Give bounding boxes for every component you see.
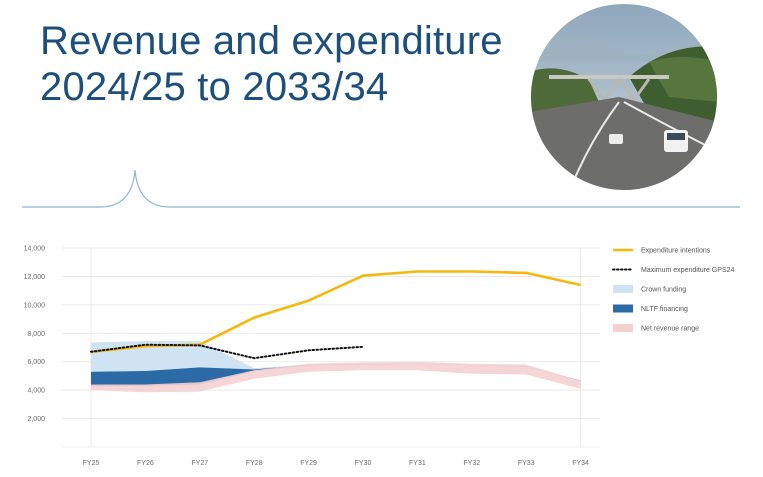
x-tick-label: FY32 bbox=[463, 460, 480, 467]
x-tick-label: FY27 bbox=[191, 460, 208, 467]
y-tick-label: 6,000 bbox=[27, 359, 45, 366]
band-crown-funding bbox=[91, 341, 581, 381]
x-tick-label: FY34 bbox=[572, 460, 589, 467]
x-tick-label: FY25 bbox=[83, 460, 100, 467]
legend-label: Crown funding bbox=[641, 287, 686, 294]
y-tick-label: 2,000 bbox=[27, 416, 45, 423]
area-bands bbox=[91, 341, 581, 393]
line-maximum-expenditure-gps24 bbox=[90, 343, 364, 360]
x-axis-ticks: FY25 FY26 FY27 FY28 FY29 FY30 FY31 FY32 FY33 FY34 bbox=[83, 460, 589, 467]
legend-label: Net revenue range bbox=[641, 326, 699, 333]
y-tick-label: 14,000 bbox=[24, 246, 46, 253]
x-tick-label: FY29 bbox=[300, 460, 317, 467]
band-net-revenue-range bbox=[91, 361, 581, 393]
legend-swatch bbox=[613, 285, 633, 293]
y-tick-label: 4,000 bbox=[27, 388, 45, 395]
page-title: Revenue and expenditure 2024/25 to 2033/… bbox=[40, 18, 503, 110]
revenue-expenditure-chart: 2,000 4,000 6,000 8,000 10,000 12,000 14,000 F… bbox=[24, 246, 735, 468]
legend-label: Maximum expenditure GPS24 bbox=[641, 267, 734, 274]
legend-swatch bbox=[613, 304, 633, 313]
y-tick-label: 10,000 bbox=[24, 302, 46, 309]
line-expenditure-intentions bbox=[90, 270, 581, 354]
x-tick-label: FY28 bbox=[246, 460, 263, 467]
divider-line bbox=[22, 169, 740, 208]
series-lines bbox=[90, 270, 581, 360]
legend-label: NLTF financing bbox=[641, 306, 688, 313]
x-tick-label: FY31 bbox=[409, 460, 426, 467]
legend: Expenditure intentions Maximum expenditur… bbox=[612, 248, 734, 333]
y-tick-label: 8,000 bbox=[27, 331, 45, 338]
title-line-2: 2024/25 to 2033/34 bbox=[40, 65, 389, 109]
x-tick-label: FY33 bbox=[518, 460, 535, 467]
motorway-photo bbox=[531, 4, 717, 190]
title-line-1: Revenue and expenditure bbox=[40, 19, 503, 63]
y-axis-ticks: 2,000 4,000 6,000 8,000 10,000 12,000 14,000 bbox=[24, 246, 46, 424]
x-tick-label: FY26 bbox=[137, 460, 154, 467]
legend-label: Expenditure intentions bbox=[641, 248, 711, 255]
section-divider bbox=[22, 169, 740, 208]
legend-swatch bbox=[613, 324, 633, 332]
x-tick-label: FY30 bbox=[355, 460, 372, 467]
y-tick-label: 12,000 bbox=[24, 274, 46, 281]
